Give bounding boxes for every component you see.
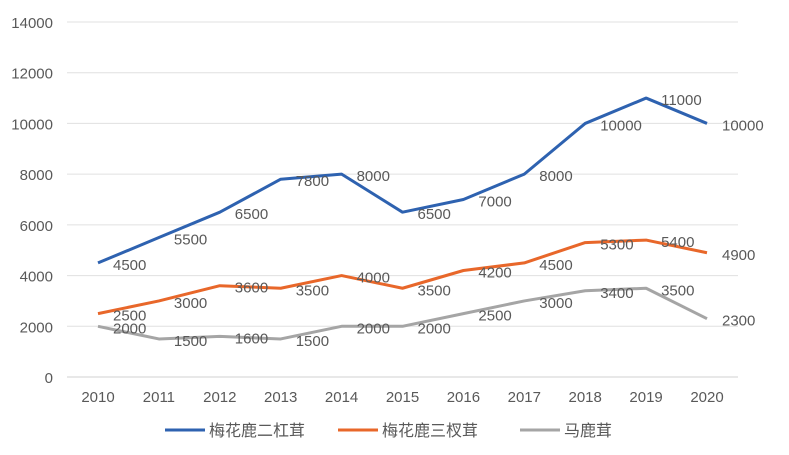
data-label: 3000	[174, 295, 207, 312]
data-label: 8000	[357, 168, 390, 185]
data-label: 3500	[661, 282, 694, 299]
series-line	[97, 96, 708, 265]
y-tick-label: 2000	[20, 319, 53, 336]
data-label: 4200	[478, 265, 511, 282]
data-label: 5400	[661, 234, 694, 251]
y-tick-label: 6000	[20, 218, 53, 235]
data-label: 1500	[296, 333, 329, 350]
y-tick-label: 4000	[20, 269, 53, 286]
x-tick-label: 2015	[386, 389, 419, 406]
data-label: 8000	[539, 168, 572, 185]
y-tick-label: 14000	[11, 15, 53, 32]
data-label: 4500	[113, 257, 146, 274]
data-label: 2000	[357, 320, 390, 337]
data-label: 3000	[539, 295, 572, 312]
x-tick-label: 2013	[264, 389, 297, 406]
data-label: 1500	[174, 333, 207, 350]
x-tick-label: 2011	[143, 389, 175, 406]
data-label: 7800	[296, 173, 329, 190]
data-label: 5300	[600, 237, 633, 254]
y-tick-label: 10000	[11, 116, 53, 133]
data-label: 2000	[113, 320, 146, 337]
x-tick-label: 2010	[81, 389, 114, 406]
y-tick-label: 12000	[11, 66, 53, 83]
x-tick-label: 2016	[447, 389, 480, 406]
data-label: 3500	[296, 282, 329, 299]
x-tick-label: 2017	[508, 389, 541, 406]
y-tick-label: 8000	[20, 167, 53, 184]
data-label: 6500	[418, 206, 451, 223]
series-line	[97, 286, 708, 341]
series-line	[97, 238, 708, 316]
data-label: 2300	[722, 313, 755, 330]
data-label: 4900	[722, 247, 755, 264]
x-tick-label: 2012	[203, 389, 236, 406]
data-label: 11000	[661, 92, 702, 109]
legend-label: 梅花鹿二杠茸	[209, 422, 305, 440]
data-label: 2000	[418, 320, 451, 337]
data-label: 6500	[235, 206, 268, 223]
data-label: 5500	[174, 232, 207, 249]
data-label: 7000	[478, 194, 511, 211]
data-label: 2500	[478, 308, 511, 325]
data-label: 10000	[722, 117, 764, 134]
legend-label: 马鹿茸	[564, 422, 612, 440]
data-label: 4000	[357, 270, 390, 287]
data-label: 10000	[600, 117, 642, 134]
data-label: 3600	[235, 280, 268, 297]
x-tick-label: 2020	[690, 389, 723, 406]
y-tick-label: 0	[45, 370, 53, 387]
data-label: 3400	[600, 285, 633, 302]
data-label: 4500	[539, 257, 572, 274]
data-label: 1600	[235, 330, 268, 347]
legend-label: 梅花鹿三杈茸	[382, 422, 478, 440]
x-tick-label: 2014	[325, 389, 358, 406]
data-label: 2500	[113, 308, 146, 325]
x-tick-label: 2018	[569, 389, 602, 406]
x-tick-label: 2019	[629, 389, 662, 406]
data-label: 3500	[418, 282, 451, 299]
